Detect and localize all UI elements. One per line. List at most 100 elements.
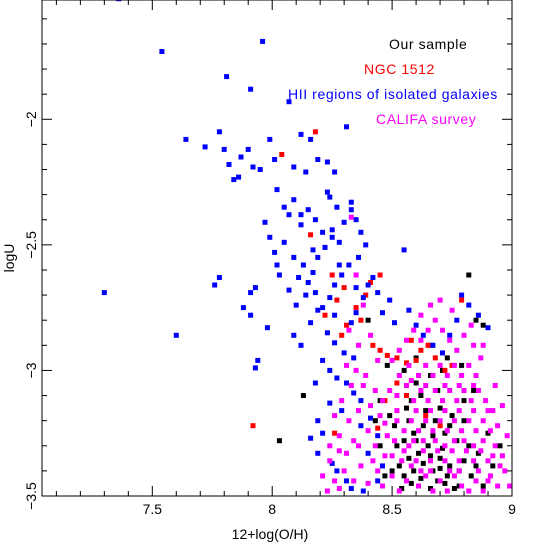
point-hii-regions-of-isolated-galaxies	[327, 194, 333, 200]
point-hii-regions-of-isolated-galaxies	[351, 355, 357, 361]
point-our-sample	[444, 473, 450, 479]
point-our-sample	[437, 465, 443, 471]
point-ngc-1512	[279, 152, 285, 157]
point-our-sample	[401, 473, 407, 479]
point-hii-regions-of-isolated-galaxies	[348, 207, 354, 213]
point-hii-regions-of-isolated-galaxies	[212, 282, 218, 288]
point-hii-regions-of-isolated-galaxies	[296, 275, 302, 280]
point-califa-survey	[432, 317, 438, 323]
point-califa-survey	[461, 388, 467, 393]
point-hii-regions-of-isolated-galaxies	[348, 486, 354, 491]
point-our-sample	[447, 423, 453, 429]
point-califa-survey	[360, 302, 366, 308]
point-califa-survey	[320, 473, 326, 479]
point-califa-survey	[346, 418, 352, 424]
point-our-sample	[497, 443, 503, 449]
point-hii-regions-of-isolated-galaxies	[344, 124, 349, 130]
point-ngc-1512	[384, 352, 390, 358]
point-hii-regions-of-isolated-galaxies	[231, 177, 237, 183]
point-hii-regions-of-isolated-galaxies	[346, 262, 352, 268]
point-our-sample	[392, 423, 397, 429]
point-califa-survey	[394, 418, 400, 424]
point-our-sample	[406, 455, 412, 461]
point-califa-survey	[368, 403, 373, 409]
point-our-sample	[480, 483, 486, 489]
point-califa-survey	[459, 373, 465, 378]
point-califa-survey	[346, 327, 352, 333]
point-our-sample	[365, 317, 371, 323]
point-our-sample	[459, 362, 465, 368]
point-hii-regions-of-isolated-galaxies	[365, 282, 371, 288]
point-hii-regions-of-isolated-galaxies	[375, 478, 381, 484]
x-axis-title: 12+log(O/H)	[232, 526, 309, 542]
legend-entry-hii-regions: HII regions of isolated galaxies	[288, 86, 498, 102]
point-califa-survey	[408, 378, 414, 383]
point-hii-regions-of-isolated-galaxies	[248, 290, 254, 296]
point-our-sample	[300, 393, 306, 398]
point-califa-survey	[327, 443, 333, 449]
point-califa-survey	[502, 468, 508, 474]
point-hii-regions-of-isolated-galaxies	[320, 357, 326, 363]
point-califa-survey	[348, 383, 354, 388]
point-our-sample	[425, 443, 431, 449]
point-hii-regions-of-isolated-galaxies	[322, 244, 328, 250]
point-hii-regions-of-isolated-galaxies	[260, 38, 266, 44]
point-hii-regions-of-isolated-galaxies	[327, 295, 333, 301]
point-hii-regions-of-isolated-galaxies	[454, 317, 460, 323]
point-califa-survey	[368, 332, 373, 338]
point-califa-survey	[444, 488, 450, 494]
point-hii-regions-of-isolated-galaxies	[406, 307, 412, 313]
point-hii-regions-of-isolated-galaxies	[315, 450, 321, 456]
point-hii-regions-of-isolated-galaxies	[305, 280, 311, 285]
point-hii-regions-of-isolated-galaxies	[272, 157, 278, 162]
point-califa-survey	[351, 438, 357, 444]
point-hii-regions-of-isolated-galaxies	[221, 146, 227, 152]
point-ngc-1512	[442, 367, 448, 373]
point-califa-survey	[401, 448, 407, 454]
point-hii-regions-of-isolated-galaxies	[320, 430, 326, 436]
point-hii-regions-of-isolated-galaxies	[274, 262, 280, 268]
point-califa-survey	[418, 388, 424, 393]
point-hii-regions-of-isolated-galaxies	[358, 398, 364, 404]
point-califa-survey	[408, 463, 414, 469]
point-hii-regions-of-isolated-galaxies	[286, 212, 292, 218]
point-hii-regions-of-isolated-galaxies	[327, 400, 333, 406]
point-califa-survey	[454, 347, 460, 353]
point-califa-survey	[370, 458, 376, 464]
point-hii-regions-of-isolated-galaxies	[485, 325, 491, 331]
point-hii-regions-of-isolated-galaxies	[324, 189, 330, 195]
point-hii-regions-of-isolated-galaxies	[320, 305, 326, 311]
point-califa-survey	[437, 418, 443, 424]
point-hii-regions-of-isolated-galaxies	[252, 285, 258, 291]
point-ngc-1512	[408, 337, 414, 343]
point-ngc-1512	[353, 305, 359, 311]
point-califa-survey	[411, 438, 417, 444]
point-califa-survey	[499, 453, 505, 459]
point-hii-regions-of-isolated-galaxies	[353, 310, 359, 316]
point-califa-survey	[353, 367, 359, 373]
point-hii-regions-of-isolated-galaxies	[358, 229, 364, 235]
point-califa-survey	[473, 373, 479, 378]
point-califa-survey	[363, 373, 369, 378]
point-califa-survey	[356, 342, 361, 348]
point-ngc-1512	[437, 423, 443, 429]
point-hii-regions-of-isolated-galaxies	[332, 169, 338, 175]
point-hii-regions-of-isolated-galaxies	[329, 227, 335, 233]
point-ngc-1512	[377, 347, 383, 353]
point-califa-survey	[430, 428, 436, 434]
point-califa-survey	[442, 443, 448, 449]
point-our-sample	[444, 355, 450, 361]
point-hii-regions-of-isolated-galaxies	[360, 295, 366, 301]
point-califa-survey	[456, 383, 462, 388]
point-hii-regions-of-isolated-galaxies	[257, 167, 263, 172]
axis-ticks	[42, 0, 513, 497]
point-hii-regions-of-isolated-galaxies	[387, 297, 393, 303]
point-califa-survey	[492, 443, 498, 449]
point-hii-regions-of-isolated-galaxies	[245, 146, 251, 152]
point-califa-survey	[475, 388, 481, 393]
point-califa-survey	[466, 362, 472, 368]
point-califa-survey	[492, 383, 498, 388]
point-califa-survey	[451, 473, 457, 479]
point-califa-survey	[444, 373, 450, 378]
point-hii-regions-of-isolated-galaxies	[365, 450, 371, 456]
